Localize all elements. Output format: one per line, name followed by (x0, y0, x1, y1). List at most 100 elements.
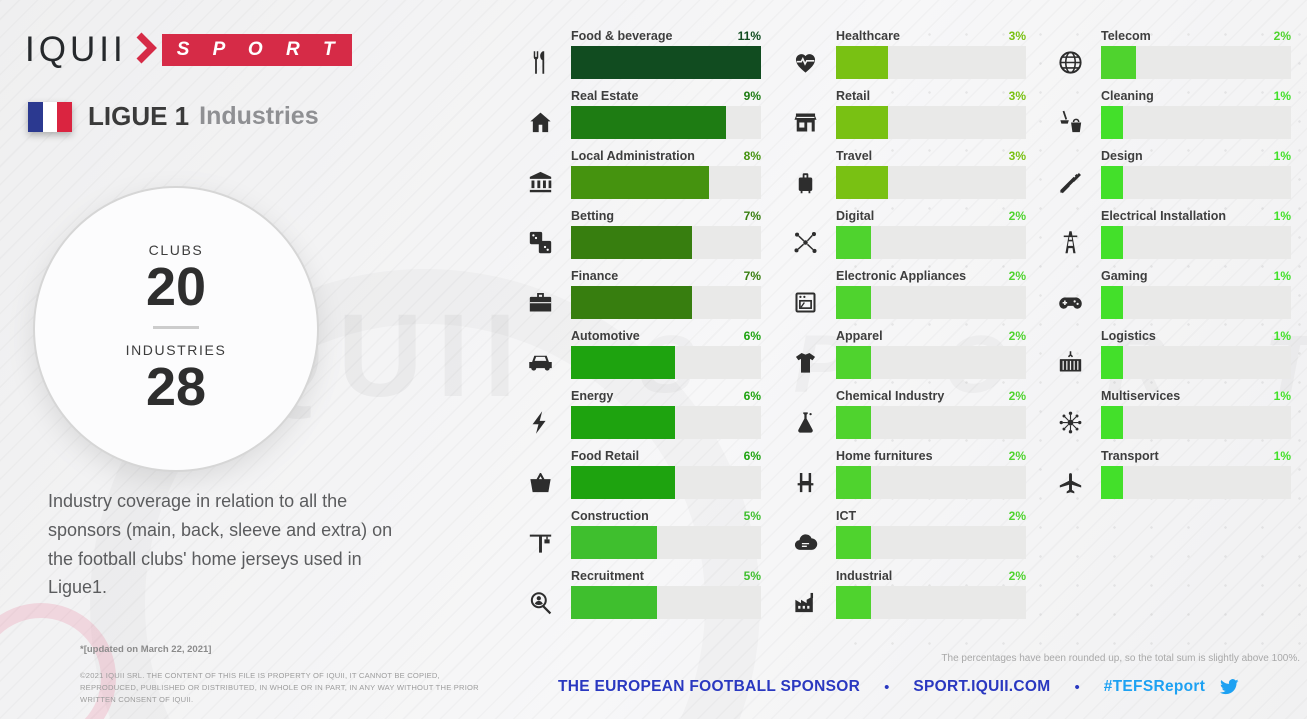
bar-track (571, 166, 761, 199)
industries-label: INDUSTRIES (125, 342, 227, 359)
bar-fill (571, 406, 675, 439)
car-icon (527, 346, 571, 379)
industry-percent: 5% (743, 509, 761, 523)
bar-fill (571, 286, 692, 319)
suitcase-icon (792, 166, 836, 199)
industry-row: Telecom 2% (1057, 27, 1291, 79)
industry-bar-group: Cleaning 1% (1101, 87, 1291, 139)
industry-row: Food & beverage 11% (527, 27, 761, 79)
industry-percent: 2% (1008, 509, 1026, 523)
footer-hashtag-link[interactable]: #TEFSReport (1103, 678, 1206, 695)
industry-label: Finance (571, 269, 619, 283)
industry-row: Design 1% (1057, 147, 1291, 199)
bar-track (571, 406, 761, 439)
industry-row: Travel 3% (792, 147, 1026, 199)
industry-label: Industrial (836, 569, 893, 583)
bar-fill (1101, 286, 1123, 319)
industry-bar-group: Healthcare 3% (836, 27, 1026, 79)
industry-percent: 1% (1273, 209, 1291, 223)
industry-bar-group: Multiservices 1% (1101, 387, 1291, 439)
bar-track (836, 286, 1026, 319)
footer-separator: • (1074, 678, 1080, 696)
flask-icon (792, 406, 836, 439)
industry-percent: 3% (1008, 89, 1026, 103)
industry-label: Food & beverage (571, 29, 673, 43)
bar-track (1101, 166, 1291, 199)
bar-track (571, 586, 761, 619)
bar-track (1101, 46, 1291, 79)
industry-percent: 1% (1273, 449, 1291, 463)
industry-bar-group: Logistics 1% (1101, 327, 1291, 379)
chart-column-left: Food & beverage 11% Real Estate 9% Local Adm… (527, 27, 761, 627)
industry-percent: 9% (743, 89, 761, 103)
industry-percent: 1% (1273, 389, 1291, 403)
briefcase-icon (527, 286, 571, 319)
bar-track (1101, 286, 1291, 319)
twitter-icon[interactable] (1219, 677, 1239, 697)
industry-percent: 7% (743, 209, 761, 223)
industry-label: Betting (571, 209, 615, 223)
copyright-text: ©2021 IQUII SRL. THE CONTENT OF THIS FIL… (80, 671, 479, 704)
industry-row: Retail 3% (792, 87, 1026, 139)
hub-icon (1057, 406, 1101, 439)
industry-row: Apparel 2% (792, 327, 1026, 379)
bar-track (1101, 226, 1291, 259)
industry-label: ICT (836, 509, 857, 523)
bar-fill (836, 466, 871, 499)
industry-bar-group: Retail 3% (836, 87, 1026, 139)
bar-fill (1101, 346, 1123, 379)
industry-row: Multiservices 1% (1057, 387, 1291, 439)
industry-row: Recruitment 5% (527, 567, 761, 619)
industry-row: Electrical Installation 1% (1057, 207, 1291, 259)
footer-bar: THE EUROPEAN FOOTBALL SPONSOR • SPORT.IQ… (558, 677, 1239, 697)
bar-track (571, 466, 761, 499)
industry-label: Automotive (571, 329, 640, 343)
iquii-sport-logo: IQUII S P O R T (25, 30, 352, 70)
industry-row: Energy 6% (527, 387, 761, 439)
industry-label: Energy (571, 389, 614, 403)
logo-brand-text: IQUII (25, 30, 127, 69)
stats-circle: CLUBS 20 INDUSTRIES 28 (33, 186, 319, 472)
footer-site-link[interactable]: SPORT.IQUII.COM (913, 678, 1051, 695)
industry-bar-group: Gaming 1% (1101, 267, 1291, 319)
bar-fill (836, 526, 871, 559)
bar-track (836, 466, 1026, 499)
industry-bar-group: Automotive 6% (571, 327, 761, 379)
industry-row: Real Estate 9% (527, 87, 761, 139)
clubs-value: 20 (145, 257, 207, 317)
industry-row: Gaming 1% (1057, 267, 1291, 319)
power-tower-icon (1057, 226, 1101, 259)
logo-sport-banner: S P O R T (161, 34, 352, 66)
france-flag-icon (28, 101, 73, 132)
industry-percent: 2% (1008, 269, 1026, 283)
industry-percent: 2% (1008, 569, 1026, 583)
industry-row: Cleaning 1% (1057, 87, 1291, 139)
industry-label: Retail (836, 89, 871, 103)
bar-fill (571, 346, 675, 379)
bar-fill (836, 286, 871, 319)
industry-label: Recruitment (571, 569, 644, 583)
industry-label: Telecom (1101, 29, 1151, 43)
bar-fill (1101, 226, 1123, 259)
bar-fill (836, 346, 871, 379)
industry-row: Home furnitures 2% (792, 447, 1026, 499)
globe-icon (1057, 46, 1101, 79)
industry-label: Electrical Installation (1101, 209, 1227, 223)
bar-fill (571, 166, 710, 199)
industry-percent: 1% (1273, 89, 1291, 103)
clubs-label: CLUBS (148, 242, 204, 258)
industry-label: Travel (836, 149, 873, 163)
industry-label: Multiservices (1101, 389, 1181, 403)
industry-percent: 1% (1273, 329, 1291, 343)
house-icon (527, 106, 571, 139)
industry-label: Apparel (836, 329, 883, 343)
industry-percent: 6% (743, 389, 761, 403)
industry-label: Electronic Appliances (836, 269, 967, 283)
industry-percent: 5% (743, 569, 761, 583)
industry-percent: 3% (1008, 149, 1026, 163)
bar-track (836, 166, 1026, 199)
bar-track (571, 286, 761, 319)
cloud-icon (792, 526, 836, 559)
industry-percent: 2% (1008, 209, 1026, 223)
industry-label: Home furnitures (836, 449, 933, 463)
